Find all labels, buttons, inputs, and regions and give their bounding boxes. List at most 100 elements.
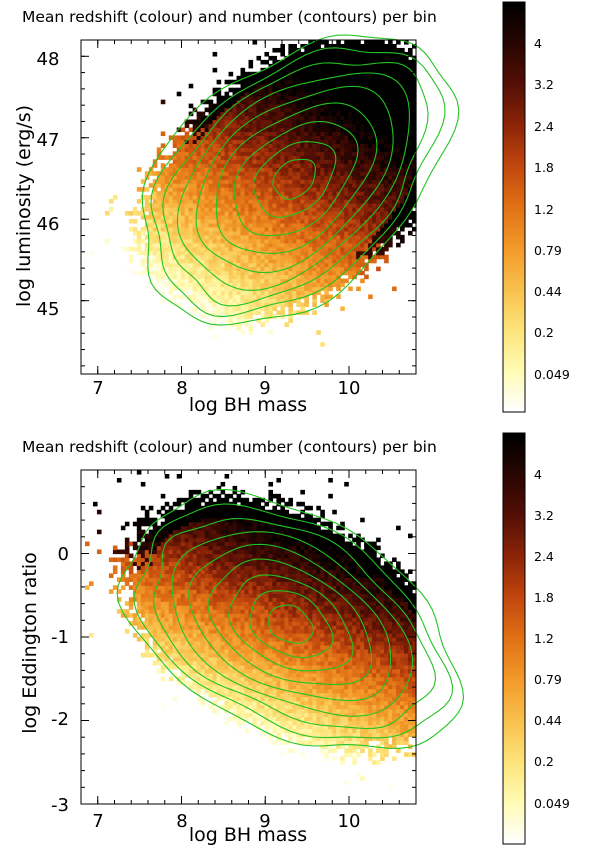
heatmap-cell bbox=[173, 139, 178, 144]
heatmap-cell bbox=[233, 267, 238, 272]
heatmap-cell bbox=[201, 223, 206, 228]
heatmap-cell bbox=[276, 143, 281, 148]
heatmap-cell bbox=[284, 183, 289, 188]
heatmap-cell bbox=[372, 259, 377, 264]
heatmap-cell bbox=[165, 155, 170, 160]
heatmap-cell bbox=[252, 155, 257, 160]
heatmap-cell bbox=[149, 597, 154, 602]
heatmap-cell bbox=[256, 56, 261, 61]
heatmap-cell bbox=[364, 275, 369, 280]
heatmap-cell bbox=[129, 577, 134, 582]
heatmap-cell bbox=[121, 561, 126, 566]
heatmap-cell bbox=[340, 159, 345, 164]
heatmap-cell bbox=[193, 235, 198, 240]
heatmap-cell bbox=[129, 605, 134, 610]
heatmap-cell bbox=[360, 56, 365, 61]
heatmap-cell bbox=[276, 116, 281, 121]
heatmap-cell bbox=[292, 44, 297, 49]
heatmap-cell bbox=[404, 108, 409, 113]
heatmap-cell bbox=[340, 155, 345, 160]
heatmap-cell bbox=[304, 298, 309, 303]
heatmap-cell bbox=[324, 80, 329, 85]
heatmap-cell bbox=[221, 183, 226, 188]
heatmap-cell bbox=[209, 215, 214, 220]
heatmap-cell bbox=[173, 581, 178, 586]
heatmap-cell bbox=[161, 641, 166, 646]
heatmap-cell bbox=[197, 294, 202, 299]
heatmap-cell bbox=[288, 191, 293, 196]
heatmap-cell bbox=[400, 108, 405, 113]
heatmap-cell bbox=[173, 697, 178, 702]
heatmap-cell bbox=[149, 506, 154, 511]
heatmap-cell bbox=[300, 231, 305, 236]
heatmap-cell bbox=[217, 306, 222, 311]
heatmap-cell bbox=[348, 239, 353, 244]
heatmap-cell bbox=[165, 255, 170, 260]
heatmap-cell bbox=[149, 518, 154, 523]
heatmap-cell bbox=[352, 120, 357, 125]
heatmap-cell bbox=[201, 494, 206, 499]
heatmap-cell bbox=[137, 235, 142, 240]
heatmap-cell bbox=[308, 247, 313, 252]
heatmap-cell bbox=[352, 175, 357, 180]
heatmap-cell bbox=[213, 143, 218, 148]
heatmap-cell bbox=[137, 601, 142, 606]
heatmap-cell bbox=[213, 131, 218, 136]
heatmap-cell bbox=[284, 124, 289, 129]
heatmap-cell bbox=[364, 112, 369, 117]
heatmap-cell bbox=[157, 271, 162, 276]
heatmap-cell bbox=[241, 255, 246, 260]
heatmap-cell bbox=[189, 502, 194, 507]
heatmap-cell bbox=[181, 251, 186, 256]
heatmap-cell bbox=[320, 108, 325, 113]
heatmap-cell bbox=[213, 219, 218, 224]
heatmap-cell bbox=[268, 243, 273, 248]
heatmap-cell bbox=[209, 195, 214, 200]
heatmap-cell bbox=[336, 271, 341, 276]
heatmap-cell bbox=[268, 231, 273, 236]
heatmap-cell bbox=[360, 44, 365, 49]
heatmap-cell bbox=[312, 271, 317, 276]
heatmap-cell bbox=[256, 255, 261, 260]
heatmap-cell bbox=[252, 108, 257, 113]
heatmap-cell bbox=[189, 191, 194, 196]
heatmap-cell bbox=[364, 227, 369, 232]
heatmap-cell bbox=[201, 597, 206, 602]
heatmap-cell bbox=[396, 235, 401, 240]
heatmap-cell bbox=[173, 554, 178, 559]
heatmap-cell bbox=[316, 159, 321, 164]
heatmap-cell bbox=[169, 557, 174, 562]
heatmap-cell bbox=[237, 291, 242, 296]
heatmap-cell bbox=[264, 267, 269, 272]
heatmap-cell bbox=[348, 187, 353, 192]
heatmap-cell bbox=[165, 518, 170, 523]
heatmap-cell bbox=[340, 80, 345, 85]
heatmap-cell bbox=[165, 526, 170, 531]
heatmap-cell bbox=[280, 203, 285, 208]
heatmap-cell bbox=[352, 171, 357, 176]
heatmap-cell bbox=[352, 116, 357, 121]
heatmap-cell bbox=[245, 199, 250, 204]
heatmap-cell bbox=[364, 40, 369, 45]
heatmap-cell bbox=[185, 569, 190, 574]
heatmap-cell bbox=[364, 163, 369, 168]
heatmap-cell bbox=[165, 279, 170, 284]
heatmap-cell bbox=[376, 48, 381, 53]
heatmap-cell bbox=[209, 207, 214, 212]
heatmap-cell bbox=[360, 163, 365, 168]
heatmap-cell bbox=[197, 609, 202, 614]
heatmap-cell bbox=[189, 291, 194, 296]
heatmap-cell bbox=[256, 104, 261, 109]
heatmap-cell bbox=[205, 510, 210, 515]
heatmap-cell bbox=[380, 104, 385, 109]
heatmap-cell bbox=[185, 235, 190, 240]
colorbar-band bbox=[503, 125, 525, 129]
heatmap-cell bbox=[284, 135, 289, 140]
heatmap-cell bbox=[229, 171, 234, 176]
heatmap-cell bbox=[344, 88, 349, 93]
heatmap-cell bbox=[360, 175, 365, 180]
heatmap-cell bbox=[185, 131, 190, 136]
heatmap-cell bbox=[201, 227, 206, 232]
heatmap-cell bbox=[372, 68, 377, 73]
heatmap-cell bbox=[157, 554, 162, 559]
